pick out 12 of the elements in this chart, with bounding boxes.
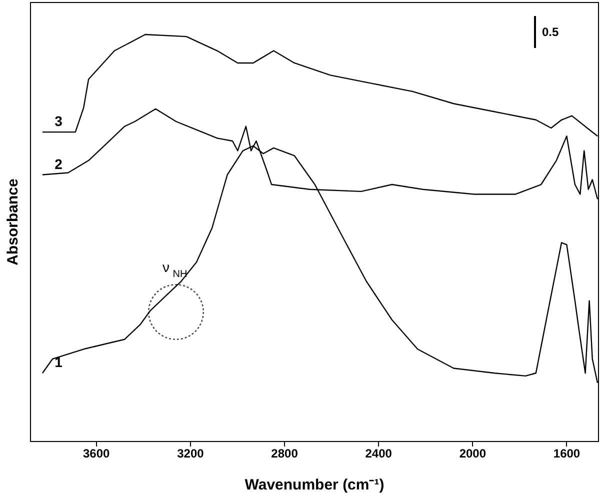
x-tick-label: 2400	[365, 446, 392, 460]
series-label: 3	[54, 113, 63, 130]
x-tick-label: 2800	[271, 446, 298, 460]
x-tick-label: 3600	[83, 446, 110, 460]
annotation: 0.5	[542, 25, 560, 39]
x-tick-label: 1600	[553, 446, 580, 460]
x-tick-label: 3200	[177, 446, 204, 460]
x-axis-title: Wavenumber (cm⁻¹)	[244, 476, 384, 494]
series-label: 2	[54, 156, 63, 172]
series-label: 1	[54, 354, 63, 370]
y-axis-title: Absorbance	[4, 178, 22, 266]
x-tick-label: 2000	[459, 446, 486, 460]
